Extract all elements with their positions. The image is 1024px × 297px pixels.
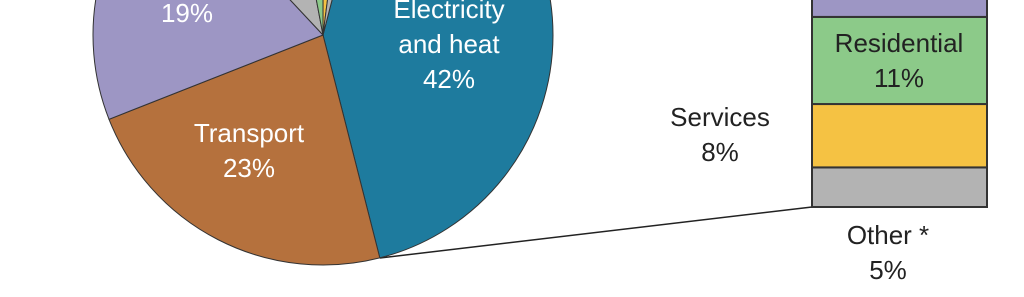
data-label: Other * 5% <box>808 218 968 288</box>
pie-slice <box>322 0 554 259</box>
label-text: Other * <box>846 220 930 250</box>
bar-segment <box>811 166 988 208</box>
data-label: Services 8% <box>640 100 800 170</box>
label-text: Residential <box>834 28 964 58</box>
label-text: 19% <box>160 0 214 28</box>
pie-slice <box>92 0 324 120</box>
pie-slice <box>289 0 324 37</box>
data-label: Electricity and heat 42% <box>369 0 529 97</box>
data-label: Residential 11% <box>812 26 987 96</box>
connector-line <box>379 206 813 259</box>
label-text: 5% <box>869 255 907 285</box>
bar-segment <box>811 0 988 18</box>
label-text: Electricity and heat <box>393 0 505 59</box>
data-label: 19% <box>127 0 247 31</box>
pie-slice <box>108 34 381 266</box>
label-text: 8% <box>701 137 739 167</box>
label-text: 42% <box>422 64 476 94</box>
label-text: Services <box>670 102 770 132</box>
bar-segment <box>811 103 988 169</box>
label-text: 11% <box>873 63 925 93</box>
label-text: 23% <box>222 153 276 183</box>
pie-slice <box>315 0 324 36</box>
label-text: Transport <box>193 118 305 148</box>
data-label: Transport 23% <box>169 116 329 186</box>
pie-slice <box>322 0 333 36</box>
